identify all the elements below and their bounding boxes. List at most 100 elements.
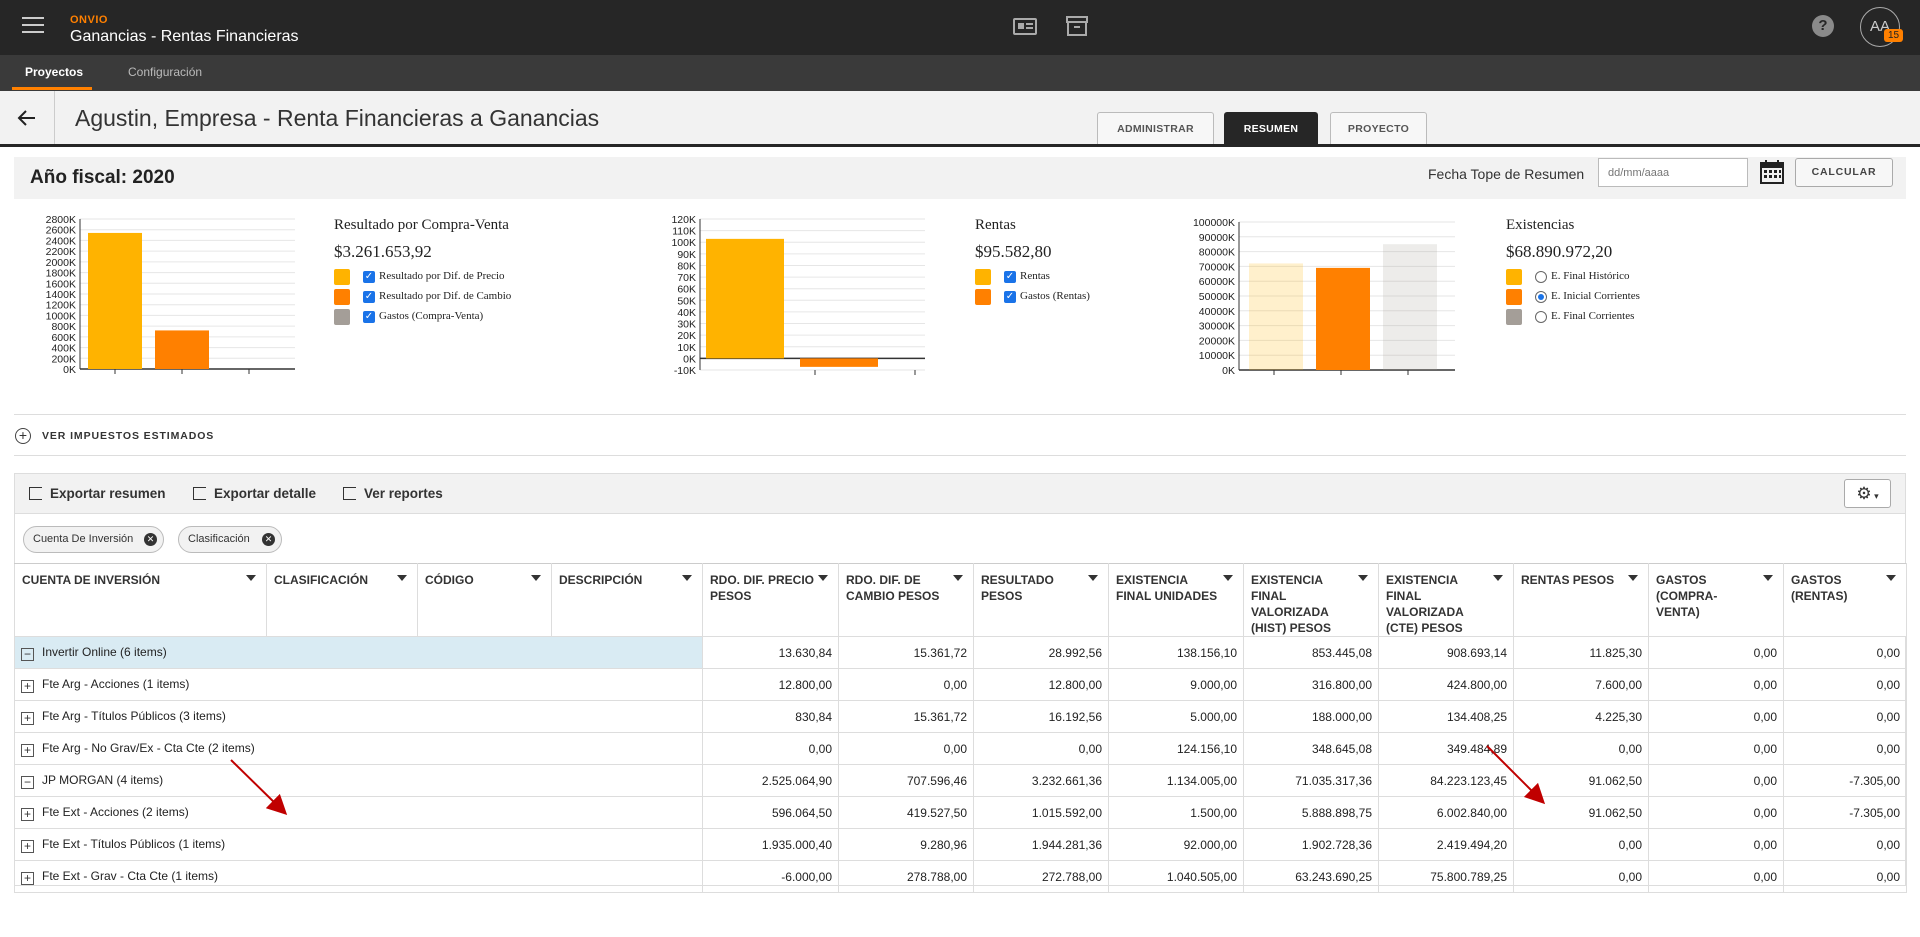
expand-icon[interactable]: + xyxy=(21,679,34,693)
remove-chip-icon[interactable]: ✕ xyxy=(144,533,157,546)
legend-radio[interactable] xyxy=(1535,271,1547,283)
tab-proyecto[interactable]: PROYECTO xyxy=(1330,112,1427,144)
column-header[interactable]: EXISTENCIA FINAL VALORIZADA (HIST) PESOS xyxy=(1243,563,1379,637)
sort-caret-icon[interactable] xyxy=(1628,575,1638,581)
column-header-label: RESULTADO PESOS xyxy=(981,573,1054,603)
table-cell: 0,00 xyxy=(1513,732,1649,765)
fecha-tope-input[interactable] xyxy=(1598,158,1748,187)
legend-checkbox[interactable]: ✓ xyxy=(1004,291,1016,303)
sort-caret-icon[interactable] xyxy=(682,575,692,581)
column-header[interactable]: EXISTENCIA FINAL UNIDADES xyxy=(1108,563,1244,637)
subgroup-row[interactable]: + Fte Ext - Acciones (2 items) 596.064,50 4… xyxy=(14,796,1907,829)
subgroup-row[interactable]: + Fte Arg - Títulos Públicos (3 items) 830… xyxy=(14,700,1907,733)
tab-administrar[interactable]: ADMINISTRAR xyxy=(1097,112,1214,144)
group-row[interactable]: − Invertir Online (6 items) 13.630,84 15.36… xyxy=(14,636,1907,669)
expand-icon[interactable]: + xyxy=(21,743,34,757)
legend-item[interactable]: ✓ Resultado por Dif. de Cambio xyxy=(334,288,511,308)
subgroup-row[interactable]: + Fte Arg - Acciones (1 items) 12.800,00 0,… xyxy=(14,668,1907,701)
column-header[interactable]: GASTOS (COMPRA-VENTA) xyxy=(1648,563,1784,637)
view-reports-button[interactable]: Ver reportes xyxy=(343,486,443,501)
sort-caret-icon[interactable] xyxy=(1493,575,1503,581)
back-arrow-icon[interactable] xyxy=(16,108,38,128)
legend-checkbox[interactable]: ✓ xyxy=(363,311,375,323)
expand-icon[interactable]: + xyxy=(21,871,34,885)
sort-caret-icon[interactable] xyxy=(1763,575,1773,581)
collapse-icon[interactable]: − xyxy=(21,647,34,661)
column-header[interactable]: RDO. DIF. PRECIO PESOS xyxy=(702,563,839,637)
sort-caret-icon[interactable] xyxy=(1088,575,1098,581)
column-header[interactable]: CLASIFICACIÓN xyxy=(266,563,418,637)
y-tick-label: 50K xyxy=(677,295,696,307)
sort-caret-icon[interactable] xyxy=(953,575,963,581)
grid-panel: Exportar resumen Exportar detalle Ver re… xyxy=(14,473,1907,893)
column-header[interactable]: CÓDIGO xyxy=(417,563,552,637)
archive-icon[interactable] xyxy=(1064,14,1090,38)
expand-icon[interactable]: + xyxy=(21,807,34,821)
column-header-label: CÓDIGO xyxy=(425,573,474,587)
group-row[interactable]: − JP MORGAN (4 items) 2.525.064,90 707.596,… xyxy=(14,764,1907,797)
export-summary-button[interactable]: Exportar resumen xyxy=(29,486,166,501)
sort-caret-icon[interactable] xyxy=(1358,575,1368,581)
legend-radio[interactable] xyxy=(1535,291,1547,303)
table-cell: 91.062,50 xyxy=(1513,764,1649,797)
chart-compra-venta: 2800K2600K2400K2200K2000K1800K1600K1400K… xyxy=(46,214,295,376)
settings-gear-button[interactable]: ⚙ ▾ xyxy=(1844,479,1891,508)
column-header-label: RENTAS PESOS xyxy=(1521,573,1615,587)
nav-tab-configuracion[interactable]: Configuración xyxy=(128,65,203,79)
expand-icon[interactable]: + xyxy=(21,711,34,725)
column-header[interactable]: RENTAS PESOS xyxy=(1513,563,1649,637)
group-label: Fte Ext - Grav - Cta Cte (1 items) xyxy=(42,868,219,883)
sort-caret-icon[interactable] xyxy=(397,575,407,581)
sort-caret-icon[interactable] xyxy=(1886,575,1896,581)
table-cell: 1.040.505,00 xyxy=(1108,860,1244,893)
menu-icon[interactable] xyxy=(22,17,44,35)
expand-plus-icon[interactable]: + xyxy=(15,428,31,444)
ver-impuestos-label[interactable]: VER IMPUESTOS ESTIMADOS xyxy=(42,430,215,442)
y-tick-label: 80000K xyxy=(1199,247,1235,259)
expand-icon[interactable]: + xyxy=(21,839,34,853)
column-header[interactable]: GASTOS (RENTAS) xyxy=(1783,563,1907,637)
remove-chip-icon[interactable]: ✕ xyxy=(262,533,275,546)
group-label-cell: + Fte Ext - Grav - Cta Cte (1 items) xyxy=(14,860,703,893)
collapse-icon[interactable]: − xyxy=(21,775,34,789)
legend-item[interactable]: ✓ Gastos (Compra-Venta) xyxy=(334,308,509,328)
column-header[interactable]: CUENTA DE INVERSIÓN xyxy=(14,563,267,637)
help-icon[interactable]: ? xyxy=(1812,15,1834,37)
subgroup-row[interactable]: + Fte Ext - Grav - Cta Cte (1 items) -6.00… xyxy=(14,860,1907,893)
legend-item[interactable]: ✓ Resultado por Dif. de Precio xyxy=(334,268,509,288)
legend-item[interactable]: ✓ Rentas xyxy=(975,268,1052,288)
sort-caret-icon[interactable] xyxy=(531,575,541,581)
export-detail-button[interactable]: Exportar detalle xyxy=(193,486,316,501)
legend-radio[interactable] xyxy=(1535,311,1547,323)
table-cell: 278.788,00 xyxy=(838,860,974,893)
tab-resumen[interactable]: RESUMEN xyxy=(1224,112,1318,144)
calcular-button[interactable]: CALCULAR xyxy=(1795,158,1893,187)
y-tick-label: 110K xyxy=(672,226,696,238)
y-tick-label: 40K xyxy=(677,307,696,319)
legend-item[interactable]: E. Final Histórico xyxy=(1506,268,1630,288)
subgroup-row[interactable]: + Fte Ext - Títulos Públicos (1 items) 1.9… xyxy=(14,828,1907,861)
sort-caret-icon[interactable] xyxy=(818,575,828,581)
table-cell: 0,00 xyxy=(1648,668,1784,701)
chart-existencias: 100000K 90000K 80000K 70000K 60000K 50000K 400… xyxy=(1193,217,1455,377)
legend-checkbox[interactable]: ✓ xyxy=(1004,271,1016,283)
column-header[interactable]: EXISTENCIA FINAL VALORIZADA (CTE) PESOS xyxy=(1378,563,1514,637)
legend-item[interactable]: E. Final Corrientes xyxy=(1506,308,1634,328)
calendar-icon[interactable] xyxy=(1759,159,1785,185)
sort-caret-icon[interactable] xyxy=(246,575,256,581)
impuestos-row[interactable]: + VER IMPUESTOS ESTIMADOS xyxy=(14,414,1906,456)
table-cell: 9.280,96 xyxy=(838,828,974,861)
column-header[interactable]: RESULTADO PESOS xyxy=(973,563,1109,637)
column-header[interactable]: DESCRIPCIÓN xyxy=(551,563,703,637)
legend-checkbox[interactable]: ✓ xyxy=(363,291,375,303)
legend-item[interactable]: E. Inicial Corrientes xyxy=(1506,288,1640,308)
column-header[interactable]: RDO. DIF. DE CAMBIO PESOS xyxy=(838,563,974,637)
subgroup-row[interactable]: + Fte Arg - No Grav/Ex - Cta Cte (2 items… xyxy=(14,732,1907,765)
sort-caret-icon[interactable] xyxy=(1223,575,1233,581)
contact-card-icon[interactable] xyxy=(1012,14,1038,38)
y-tick-label: 80K xyxy=(677,260,696,272)
legend-item[interactable]: ✓ Gastos (Rentas) xyxy=(975,288,1090,308)
nav-tab-proyectos[interactable]: Proyectos xyxy=(25,65,84,79)
chart-title: Existencias xyxy=(1506,217,1575,233)
legend-checkbox[interactable]: ✓ xyxy=(363,271,375,283)
